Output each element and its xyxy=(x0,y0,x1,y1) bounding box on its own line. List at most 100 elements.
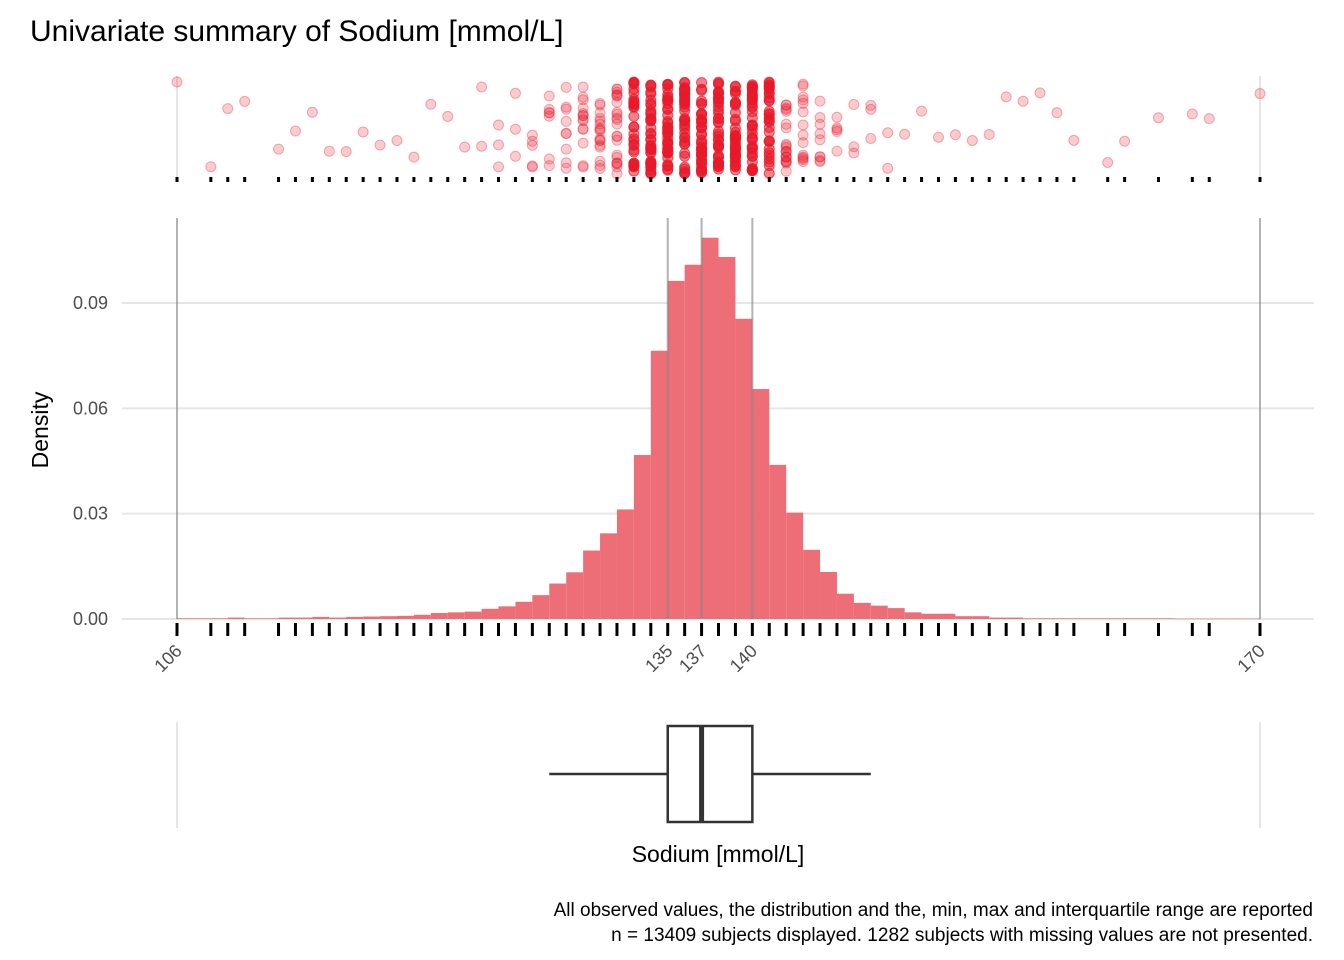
observed-point xyxy=(594,99,606,111)
observed-point xyxy=(577,102,589,114)
histogram-bar xyxy=(177,618,194,619)
observed-point xyxy=(594,125,606,137)
histogram-bar xyxy=(1073,618,1091,619)
observed-point xyxy=(1186,108,1198,120)
observed-point xyxy=(628,165,640,177)
observed-point xyxy=(763,92,775,104)
observed-point xyxy=(560,81,572,93)
observed-point xyxy=(746,82,758,94)
observed-point xyxy=(1254,88,1266,100)
observed-point xyxy=(459,141,471,153)
observed-point xyxy=(594,134,606,146)
observed-point xyxy=(577,110,589,122)
observed-point xyxy=(391,135,403,147)
observed-point xyxy=(577,81,589,93)
observed-point xyxy=(611,149,623,161)
observed-point xyxy=(611,86,623,98)
observed-point xyxy=(594,132,606,144)
observed-point xyxy=(577,110,589,122)
histogram-bar xyxy=(312,616,330,619)
observed-point xyxy=(780,165,792,177)
observed-point xyxy=(713,151,724,163)
boxplot-panel xyxy=(176,722,1261,828)
histogram-bar xyxy=(380,616,397,619)
observed-point xyxy=(577,108,589,120)
observed-point xyxy=(662,159,674,171)
histogram-bar xyxy=(498,606,516,619)
observed-point xyxy=(797,155,809,167)
observed-point xyxy=(611,131,623,143)
observed-point xyxy=(662,143,674,155)
observed-point xyxy=(814,156,826,168)
histogram-bar xyxy=(752,389,770,619)
observed-point xyxy=(1034,87,1046,99)
observed-point xyxy=(831,111,843,123)
observed-point xyxy=(611,113,623,125)
observed-point xyxy=(780,138,792,150)
observed-point xyxy=(729,143,741,155)
observed-point xyxy=(611,89,623,101)
observed-point xyxy=(713,113,724,125)
observed-point xyxy=(645,94,657,106)
observed-point xyxy=(746,92,758,104)
observed-point xyxy=(476,140,488,152)
observed-point xyxy=(729,98,741,110)
observed-point xyxy=(408,151,420,163)
observed-point xyxy=(831,145,843,157)
observed-point xyxy=(696,164,708,176)
observed-point xyxy=(611,112,623,124)
histogram-bar xyxy=(735,318,753,619)
histogram-bar xyxy=(193,618,211,619)
observed-point xyxy=(560,128,572,140)
observed-point xyxy=(746,165,758,177)
histogram-bar xyxy=(532,595,550,619)
observed-point xyxy=(543,153,555,165)
observed-point xyxy=(780,156,792,168)
observed-point xyxy=(814,151,826,163)
observed-point xyxy=(780,157,792,169)
histogram-bar xyxy=(1141,618,1159,619)
observed-point xyxy=(746,150,758,162)
observed-point xyxy=(780,151,792,163)
observed-point xyxy=(780,155,792,167)
observed-point xyxy=(780,140,792,152)
observed-point xyxy=(1102,156,1114,168)
observed-point xyxy=(814,151,826,163)
observed-point xyxy=(814,155,826,167)
observed-point xyxy=(797,78,809,90)
observed-point xyxy=(543,160,555,172)
x-axis-title: Sodium [mmol/L] xyxy=(632,841,805,867)
observed-point xyxy=(577,123,589,135)
observed-point xyxy=(560,162,572,174)
histogram-bar xyxy=(769,464,787,619)
observed-point xyxy=(493,139,505,151)
observed-point xyxy=(763,79,775,91)
caption-line-1: All observed values, the distribution an… xyxy=(554,900,1313,921)
observed-point xyxy=(594,155,606,167)
histogram-bar xyxy=(820,571,837,619)
histogram-bar xyxy=(616,509,634,619)
histogram-bar xyxy=(515,601,533,619)
observed-point xyxy=(628,139,640,151)
observed-point xyxy=(577,113,589,125)
observed-point xyxy=(560,143,572,155)
histogram-bar xyxy=(295,617,313,619)
observed-point xyxy=(983,129,995,141)
observed-point xyxy=(323,145,335,157)
observed-point xyxy=(509,87,521,99)
observed-point xyxy=(611,134,623,146)
observed-point xyxy=(780,146,792,158)
histogram-bar xyxy=(921,613,939,619)
observed-point xyxy=(966,134,978,146)
observed-point xyxy=(645,105,657,117)
histogram-bar xyxy=(481,608,499,619)
observed-point xyxy=(611,89,623,101)
observed-point xyxy=(526,129,538,141)
observed-point xyxy=(814,128,826,140)
histogram-bar xyxy=(684,264,702,619)
observed-point xyxy=(679,167,691,179)
observed-point xyxy=(543,90,555,102)
observed-point xyxy=(780,145,792,157)
observed-point xyxy=(814,134,826,146)
histogram-bar xyxy=(650,350,668,619)
